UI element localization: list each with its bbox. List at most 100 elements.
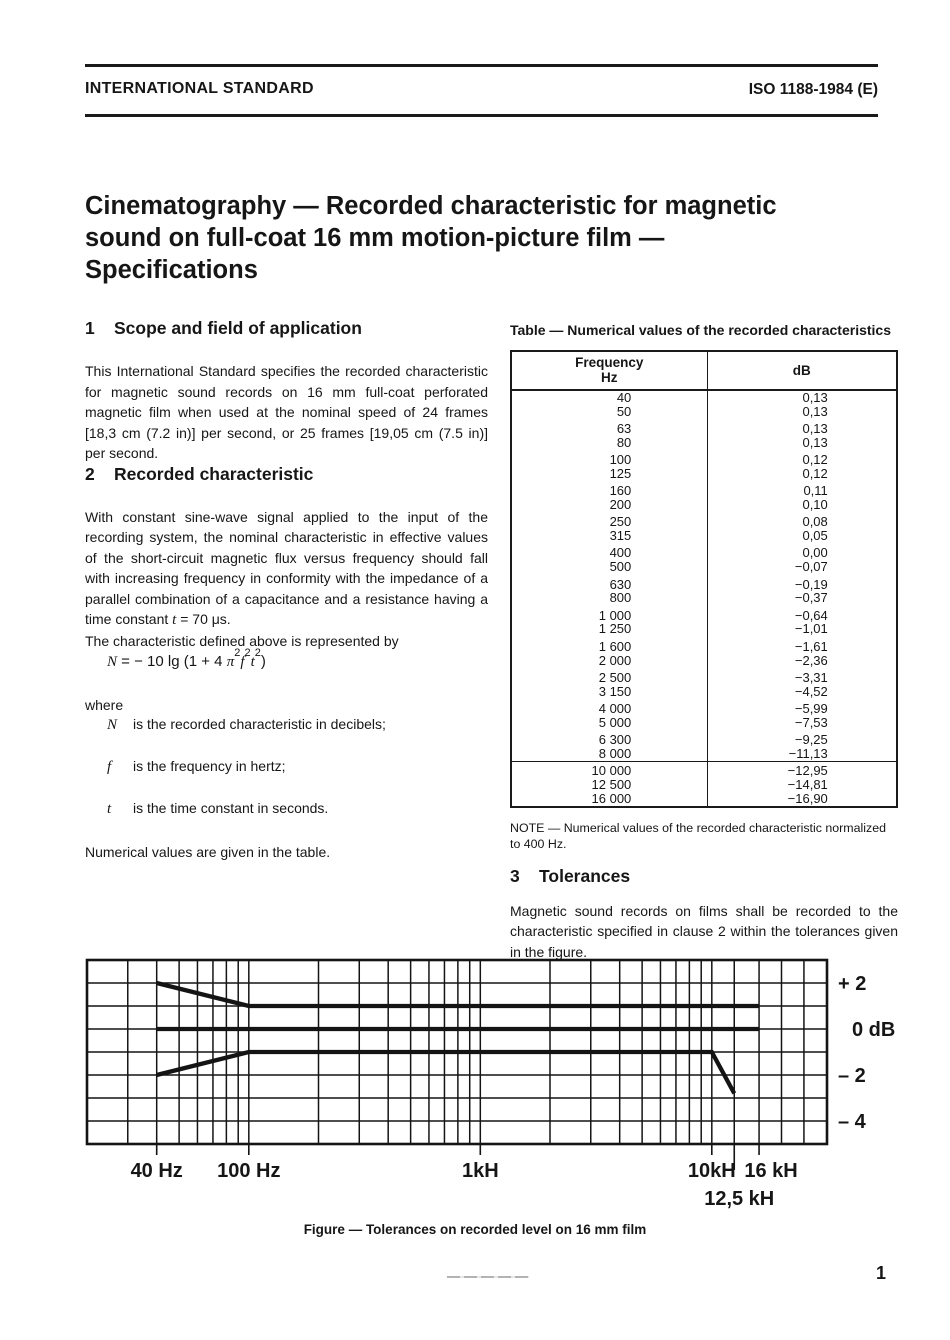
formula-var-t: t xyxy=(250,654,255,670)
table-row: 160 0,11 xyxy=(511,480,897,499)
db-cell: −7,53 xyxy=(794,714,828,730)
db-cell: −11,13 xyxy=(788,745,828,761)
y-axis-label-plus2: + 2 xyxy=(838,973,866,995)
section-3-paragraph: Magnetic sound records on films shall be… xyxy=(510,902,898,960)
frequency-cell: 250 xyxy=(511,511,708,530)
frequency-cell: 40 xyxy=(511,390,708,405)
x-axis-label-10kh: 10kH xyxy=(688,1160,736,1182)
section-2-heading: 2 Recorded characteristic xyxy=(85,464,488,485)
table-row: 4 000 −5,99 xyxy=(511,698,897,716)
section-1-heading: 1 Scope and field of application xyxy=(85,318,488,339)
definition-f-symbol: f xyxy=(107,758,112,775)
frequency-cell: 50 xyxy=(511,404,708,419)
frequency-cell: 315 xyxy=(511,529,708,543)
y-axis-label-minus4: – 4 xyxy=(838,1111,867,1133)
table-row: 315 0,05 xyxy=(511,529,897,543)
db-cell: 0,13 xyxy=(802,403,828,419)
table-row: 16 000 −16,90 xyxy=(511,790,897,807)
formula-intro: The characteristic defined above is repr… xyxy=(85,632,399,649)
db-cell: −12,95 xyxy=(707,760,897,778)
db-cell: 0,13 xyxy=(802,390,828,405)
frequency-cell: 1 000 xyxy=(511,605,708,623)
frequency-header-line1: Frequency xyxy=(575,355,644,370)
frequency-cell: 5 000 xyxy=(511,715,708,730)
db-cell: −3,31 xyxy=(794,669,828,685)
db-column-header: dB xyxy=(707,351,897,391)
frequency-cell: 1 250 xyxy=(511,622,708,637)
frequency-cell: 400 xyxy=(511,542,708,561)
db-cell: −9,25 xyxy=(794,732,828,748)
table-caption: Table — Numerical values of the recorded… xyxy=(510,322,892,338)
time-constant-value: = 70 μs. xyxy=(176,611,231,627)
section-3-number: 3 xyxy=(510,865,520,886)
figure-caption: Figure — Tolerances on recorded level on… xyxy=(303,1222,647,1237)
x-axis-label-16kh: 16 kH xyxy=(744,1160,797,1182)
frequency-cell: 200 xyxy=(511,498,708,512)
db-cell: −2,36 xyxy=(794,652,828,668)
frequency-cell: 10 000 xyxy=(511,760,708,778)
table-row: 8 000 −11,13 xyxy=(511,745,897,762)
db-cell: −1,01 xyxy=(794,621,828,637)
definition-t-symbol: t xyxy=(107,800,112,817)
db-cell: 0,00 xyxy=(802,545,828,561)
formula-var-n: N xyxy=(107,654,118,670)
frequency-cell: 63 xyxy=(511,418,708,436)
table-row: 2 500 −3,31 xyxy=(511,667,897,685)
standard-reference: ISO 1188-1984 (E) xyxy=(748,81,878,98)
frequency-cell: 160 xyxy=(511,480,708,499)
definition-f-text: is the frequency in hertz; xyxy=(133,757,286,774)
db-cell: 0,10 xyxy=(802,497,828,513)
db-cell: 0,11 xyxy=(803,483,828,499)
db-cell: 0,05 xyxy=(802,528,828,544)
db-cell: −0,64 xyxy=(794,607,828,623)
frequency-cell: 80 xyxy=(511,436,708,450)
frequency-cell: 16 000 xyxy=(511,791,708,807)
frequency-cell: 2 500 xyxy=(511,667,708,685)
formula-sup-3: 2 xyxy=(254,647,261,659)
formula-var-f: f xyxy=(240,654,245,670)
table-row: 63 0,13 xyxy=(511,418,897,436)
table-row: 5 000 −7,53 xyxy=(511,714,897,730)
table-row: 1 250 −1,01 xyxy=(511,621,897,637)
table-row: 80 0,13 xyxy=(511,436,897,450)
section-2-paragraph: With constant sine-wave signal applied t… xyxy=(85,507,488,631)
right-column: Table — Numerical values of the recorded… xyxy=(510,318,898,962)
x-axis-label-100hz: 100 Hz xyxy=(217,1160,280,1182)
table-pointer-sentence: Numerical values are given in the table. xyxy=(85,843,331,860)
db-cell: −1,61 xyxy=(794,638,828,654)
formula-close: ) xyxy=(260,653,266,670)
frequency-cell: 500 xyxy=(511,560,708,575)
document-type-label: INTERNATIONAL STANDARD xyxy=(85,80,314,97)
fold-mark xyxy=(447,1276,529,1278)
db-cell: −14,81 xyxy=(787,776,828,792)
definition-t: t is the time constant in seconds. xyxy=(85,800,488,818)
table-row: 10 000 −12,95 xyxy=(511,760,897,778)
table-row: 12 500 −14,81 xyxy=(511,778,897,792)
db-cell: 0,12 xyxy=(802,452,828,468)
frequency-cell: 2 000 xyxy=(511,653,708,668)
frequency-table-body: 40 0,13 50 0,13 63 0,13 80 0,13 100 0,12 125 0,12 16… xyxy=(511,390,897,807)
y-axis-label-0db: 0 dB xyxy=(852,1019,895,1041)
table-row: 400 0,00 xyxy=(511,542,897,561)
table-row: 630 −0,19 xyxy=(511,574,897,592)
db-cell: −0,37 xyxy=(794,590,828,606)
table-row: 125 0,12 xyxy=(511,467,897,481)
header-top-rule xyxy=(85,64,878,67)
y-axis-label-minus2: – 2 xyxy=(838,1065,866,1087)
section-3-title: Tolerances xyxy=(539,865,631,886)
frequency-cell: 125 xyxy=(511,467,708,481)
frequency-column-header: Frequency Hz xyxy=(511,351,708,391)
db-cell: 0,12 xyxy=(802,465,828,481)
time-constant-symbol: t xyxy=(172,612,177,628)
x-axis-label-40hz: 40 Hz xyxy=(131,1160,183,1182)
section-1-title: Scope and field of application xyxy=(114,318,362,338)
where-label: where xyxy=(85,697,124,713)
tolerance-lines xyxy=(156,980,760,1095)
formula-sup-1: 2 xyxy=(234,647,241,659)
db-cell: −16,90 xyxy=(787,790,828,806)
table-row: 6 300 −9,25 xyxy=(511,729,897,748)
table-row: 100 0,12 xyxy=(511,449,897,468)
recorded-characteristics-table: Frequency Hz dB 40 0,13 50 0,13 63 0,13 80 0,13… xyxy=(510,350,898,808)
definition-n-text: is the recorded characteristic in decibe… xyxy=(133,715,386,732)
